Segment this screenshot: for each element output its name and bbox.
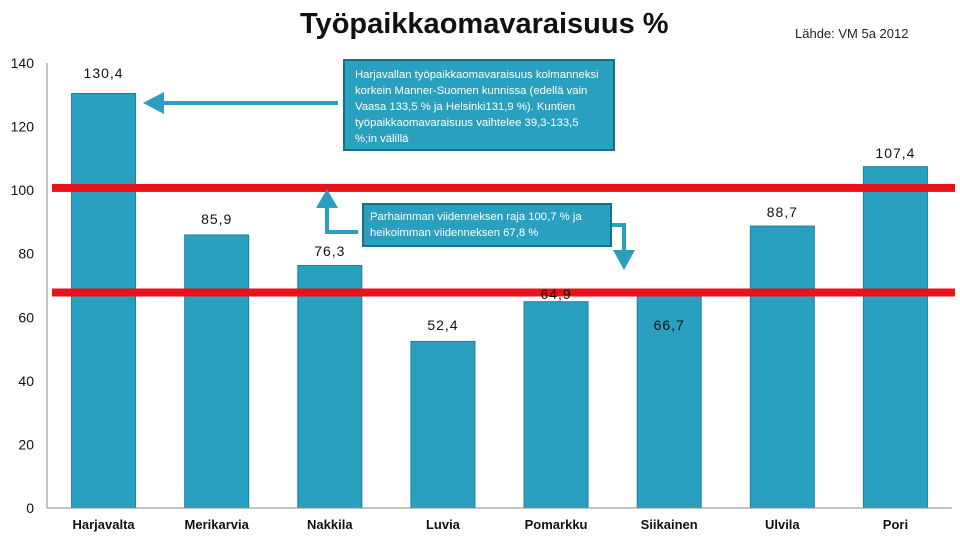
- y-tick-label-2: 40: [18, 373, 34, 389]
- bar-luvia: [410, 340, 476, 509]
- x-tick-label-merikarvia: Merikarvia: [185, 517, 250, 532]
- x-tick-label-ulvila: Ulvila: [765, 517, 800, 532]
- value-label-nakkila: 76,3: [314, 243, 345, 259]
- y-tick-labels: 0 20 40 60 80 100 120 140: [11, 55, 35, 516]
- bar-harjavalta: [71, 93, 137, 509]
- reference-line-1: [52, 288, 955, 297]
- arrowhead-down: [613, 250, 635, 270]
- y-tick-label-6: 120: [11, 119, 35, 135]
- axes: [46, 63, 952, 509]
- reference-line-0: [52, 183, 955, 192]
- y-tick-label-3: 60: [18, 309, 34, 325]
- source-label: Lähde: VM 5a 2012: [795, 26, 909, 41]
- arrow-to-lower-line: [612, 223, 626, 252]
- arrow-to-upper-line: [325, 205, 358, 234]
- value-labels: 130,4 85,9 76,3 52,4 64,9 66,7 88,7 107,4: [84, 65, 915, 333]
- x-tick-label-siikainen: Siikainen: [641, 517, 698, 532]
- x-tick-label-nakkila: Nakkila: [307, 517, 353, 532]
- value-label-pomarkku: 64,9: [540, 286, 571, 302]
- value-label-merikarvia: 85,9: [201, 211, 232, 227]
- x-tick-label-luvia: Luvia: [426, 517, 461, 532]
- bar-merikarvia: [184, 234, 250, 509]
- bar-pomarkku: [523, 301, 589, 509]
- value-label-pori: 107,4: [875, 145, 915, 161]
- value-label-luvia: 52,4: [427, 317, 458, 333]
- annotation-arrows: [143, 92, 635, 270]
- top-annotation: Harjavallan työpaikkaomavaraisuus kolman…: [343, 59, 615, 151]
- arrowhead-left: [143, 92, 164, 114]
- bar-ulvila: [749, 225, 815, 509]
- chart-title: Työpaikkaomavaraisuus %: [300, 8, 669, 40]
- value-label-siikainen: 66,7: [654, 317, 685, 333]
- value-label-harjavalta: 130,4: [84, 65, 124, 81]
- arrowhead-up: [316, 189, 338, 208]
- y-tick-label-4: 80: [18, 246, 34, 262]
- y-tick-label-0: 0: [26, 500, 34, 516]
- value-label-ulvila: 88,7: [767, 204, 798, 220]
- x-tick-label-pori: Pori: [883, 517, 908, 532]
- y-tick-label-7: 140: [11, 55, 35, 71]
- bars: [71, 93, 928, 509]
- bar-pori: [862, 166, 928, 509]
- y-tick-label-1: 20: [18, 436, 34, 452]
- x-tick-label-pomarkku: Pomarkku: [525, 517, 588, 532]
- x-tick-label-harjavalta: Harjavalta: [72, 517, 135, 532]
- reference-lines: [52, 183, 955, 297]
- bar-nakkila: [297, 264, 363, 509]
- quintile-annotation: Parhaimman viidenneksen raja 100,7 % ja …: [362, 203, 612, 247]
- y-tick-label-5: 100: [11, 182, 35, 198]
- x-tick-labels: Harjavalta Merikarvia Nakkila Luvia Pomarkku…: [72, 517, 908, 532]
